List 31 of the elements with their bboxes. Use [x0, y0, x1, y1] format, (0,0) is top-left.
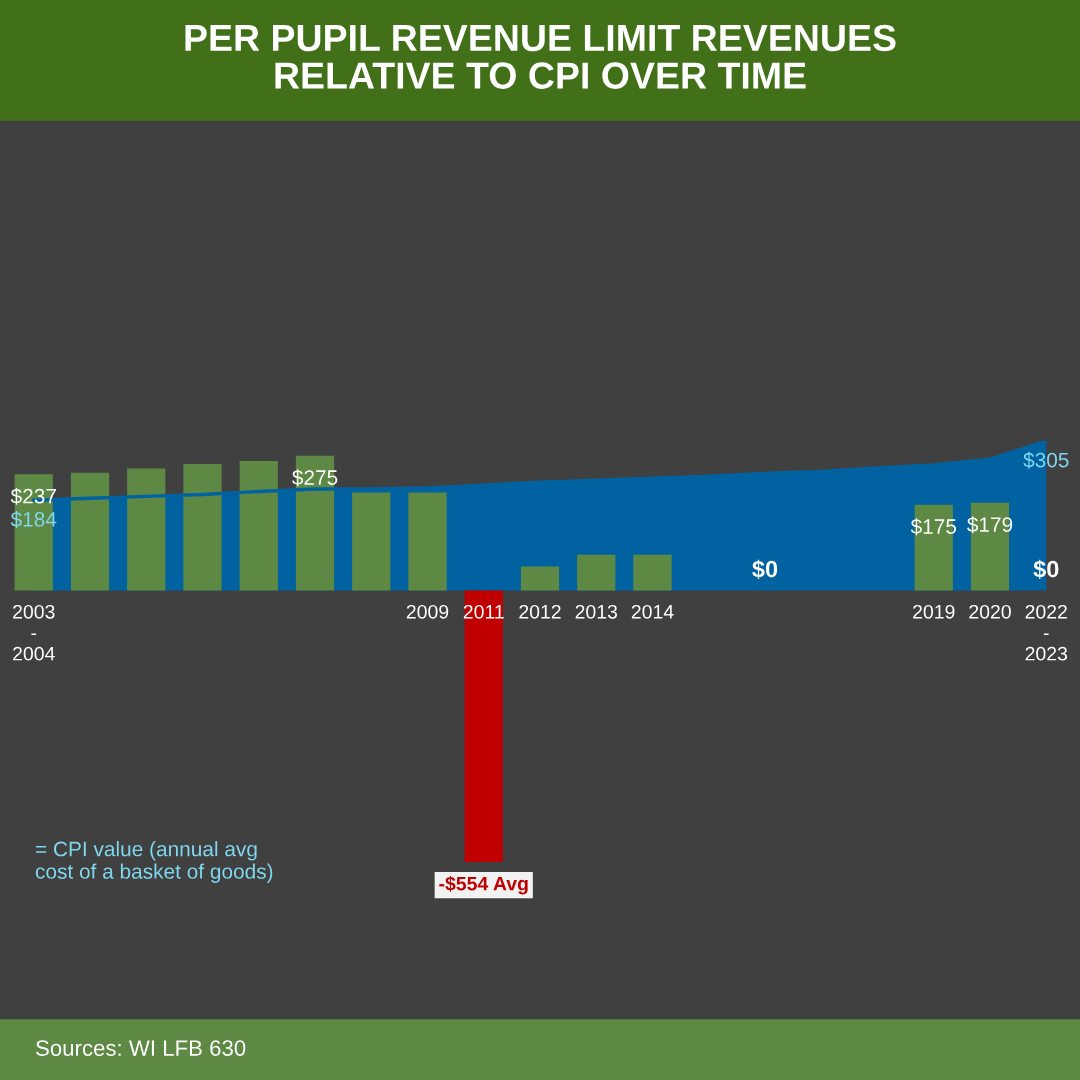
- bar: [127, 468, 166, 591]
- x-tick-label: 2013: [575, 604, 618, 619]
- x-tick-label: 2019: [913, 604, 955, 619]
- data-label: $0: [752, 559, 778, 579]
- annotation: = CPI value (annual avg cost of a basket of goods): [35, 841, 273, 883]
- x-tick-label: 2009: [406, 604, 449, 619]
- data-label: $237: [10, 487, 56, 505]
- bar: [239, 461, 278, 591]
- bar: [408, 492, 447, 591]
- x-tick-label: 2022 - 2023: [1025, 604, 1068, 661]
- bar: [464, 590, 503, 862]
- x-tick-label: 2011: [463, 604, 504, 619]
- bar: [633, 554, 672, 591]
- data-label: $184: [10, 511, 57, 528]
- bar: [70, 472, 110, 591]
- data-label: $275: [292, 469, 338, 487]
- data-label: $0: [1033, 559, 1059, 579]
- bar: [352, 492, 391, 591]
- bar: [520, 566, 560, 591]
- bar: [183, 464, 222, 591]
- source-note: Sources: WI LFB 630: [36, 1040, 246, 1056]
- bar: [577, 554, 616, 591]
- x-tick-label: 2020: [969, 604, 1011, 619]
- data-label: $175: [910, 518, 957, 536]
- x-tick-label: 2003 - 2004: [13, 604, 55, 661]
- data-label: $179: [967, 516, 1013, 534]
- chart-title: PER PUPIL REVENUE LIMIT REVENUES RELATIVE TO CPI OVER TIME: [185, 24, 896, 89]
- x-tick-label: 2012: [519, 604, 561, 619]
- x-tick-label: 2014: [631, 604, 674, 619]
- data-label: -$554 Avg: [439, 875, 528, 895]
- data-label: $305: [1023, 451, 1069, 469]
